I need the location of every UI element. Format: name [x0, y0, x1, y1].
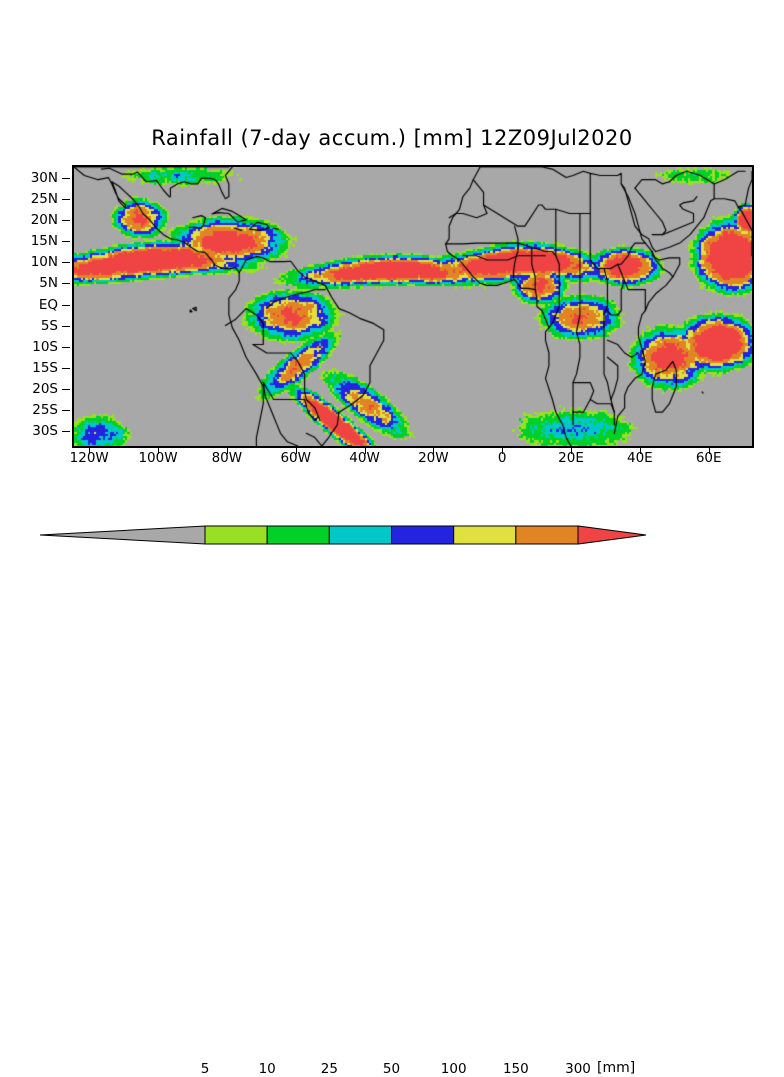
x-tick-label: 60W: [280, 450, 311, 466]
colorbar-segment: [328, 525, 393, 545]
x-tick-mark: [89, 447, 91, 454]
rainfall-map-canvas: [74, 167, 752, 446]
y-tick-mark: [62, 283, 70, 285]
colorbar-tick-label: 5: [200, 1061, 210, 1077]
colorbar-over-arrow: [577, 525, 647, 545]
y-tick-label: 30S: [32, 423, 58, 440]
x-tick-label: 0: [497, 450, 507, 466]
y-tick-label: EQ: [38, 296, 58, 313]
x-tick-label: 20W: [418, 450, 449, 466]
y-tick-label: 10S: [32, 338, 58, 355]
colorbar-swatches: [39, 525, 647, 545]
colorbar-tick-label: 100: [440, 1061, 467, 1077]
x-tick-label: 40W: [349, 450, 380, 466]
colorbar-tick-label: 50: [382, 1061, 401, 1077]
colorbar-under-arrow: [39, 525, 206, 545]
x-tick-label: 20E: [558, 450, 584, 466]
y-tick-mark: [62, 241, 70, 243]
x-tick-label: 80W: [211, 450, 243, 466]
y-tick-mark: [62, 177, 70, 179]
y-tick-label: 5N: [39, 275, 58, 292]
y-tick-label: 30N: [30, 169, 58, 186]
y-tick-mark: [62, 325, 70, 327]
x-tick-mark: [158, 447, 160, 454]
x-tick-label: 100W: [138, 450, 178, 466]
x-tick-mark: [433, 447, 435, 454]
x-tick-label: 120W: [69, 450, 109, 466]
y-tick-label: 20S: [32, 381, 58, 398]
colorbar-segment: [453, 525, 517, 545]
y-tick-mark: [62, 198, 70, 200]
y-tick-mark: [62, 304, 70, 306]
y-tick-mark: [62, 219, 70, 221]
y-tick-label: 15N: [30, 233, 58, 250]
y-tick-mark: [62, 346, 70, 348]
colorbar-tick-label: 300: [565, 1061, 591, 1077]
colorbar-unit-label: [mm]: [597, 1060, 636, 1076]
y-tick-label: 25S: [32, 402, 58, 419]
y-tick-mark: [62, 410, 70, 412]
colorbar-segment: [204, 525, 268, 545]
x-tick-mark: [502, 447, 504, 454]
y-tick-label: 20N: [30, 211, 58, 228]
y-tick-label: 5S: [40, 317, 58, 334]
x-tick-mark: [708, 447, 710, 454]
colorbar-segment: [515, 525, 579, 545]
colorbar-segment: [391, 525, 455, 545]
x-tick-mark: [571, 447, 573, 454]
figure-root: Rainfall (7-day accum.) [mm] 12Z09Jul202…: [0, 126, 784, 1077]
x-tick-mark: [226, 447, 228, 454]
x-tick-label: 60E: [695, 450, 722, 466]
x-tick-mark: [295, 447, 297, 454]
page-title: Rainfall (7-day accum.) [mm] 12Z09Jul202…: [151, 126, 633, 150]
y-tick-mark: [62, 367, 70, 369]
y-tick-label: 10N: [30, 254, 58, 271]
colorbar-tick-label: 10: [258, 1061, 276, 1077]
colorbar-segment: [266, 525, 330, 545]
colorbar-tick-label: 150: [502, 1061, 529, 1077]
y-tick-label: 25N: [30, 190, 58, 207]
y-tick-mark: [62, 431, 70, 433]
map-plot-area: [72, 165, 754, 448]
x-tick-mark: [639, 447, 641, 454]
colorbar: [mm] 5 10 25 50 100 150 300: [0, 516, 784, 1077]
x-tick-label: 40E: [627, 450, 653, 466]
y-tick-label: 15S: [32, 359, 58, 376]
y-tick-mark: [62, 262, 70, 264]
x-tick-mark: [364, 447, 366, 454]
y-tick-mark: [62, 389, 70, 391]
colorbar-tick-label: 25: [320, 1061, 338, 1077]
